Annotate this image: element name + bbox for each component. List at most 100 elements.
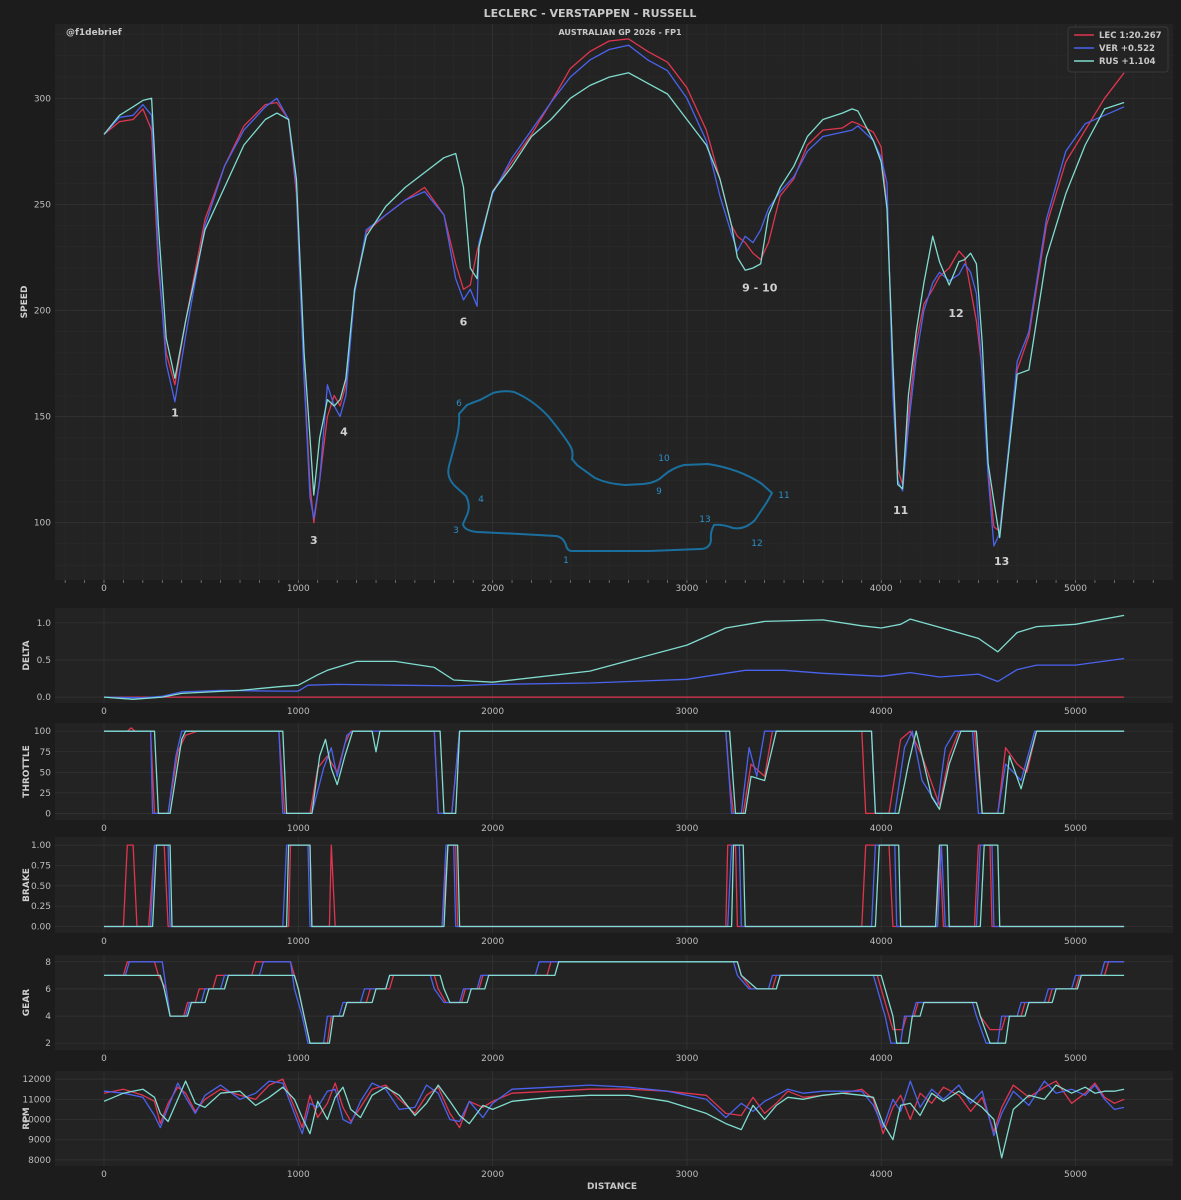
watermark-handle: @f1debrief (66, 28, 122, 38)
x-tick-label: 5000 (1064, 824, 1087, 834)
y-tick-label: 25 (40, 789, 51, 799)
gear-plot-area (55, 955, 1173, 1050)
x-tick-label: 0 (101, 584, 107, 594)
legend-label: VER +0.522 (1099, 44, 1155, 54)
x-tick-label: 5000 (1064, 1170, 1087, 1180)
y-tick-label: 300 (34, 94, 51, 104)
y-tick-label: 250 (34, 200, 51, 210)
y-tick-label: 100 (34, 727, 51, 737)
brake-plot-area (55, 837, 1173, 933)
y-tick-label: 8000 (28, 1156, 51, 1166)
y-tick-label: 0.25 (31, 902, 51, 912)
y-tick-label: 2 (45, 1039, 51, 1049)
y-tick-label: 11000 (22, 1095, 51, 1105)
delta-axis-label: DELTA (22, 640, 32, 670)
legend: LEC 1:20.267 VER +0.522 RUS +1.104 (1067, 26, 1169, 73)
speed-panel: 0 1000 2000 3000 4000 5000 100 150 200 250 300 SPEE… (20, 24, 1173, 594)
delta-plot-area (55, 608, 1173, 703)
y-tick-label: 150 (34, 413, 51, 423)
rpm-series-lec (103, 1078, 1125, 1135)
corner-label: 13 (994, 555, 1009, 568)
x-tick-label: 4000 (870, 824, 893, 834)
x-tick-label: 3000 (675, 1054, 698, 1064)
x-tick-label: 1000 (287, 1170, 310, 1180)
rpm-series-rus (103, 1080, 1125, 1159)
y-tick-label: 0.5 (37, 656, 51, 666)
speed-series-rus (103, 72, 1125, 539)
x-tick-label: 4000 (870, 937, 893, 947)
y-tick-label: 6 (45, 985, 51, 995)
gear-axis-label: GEAR (22, 989, 32, 1017)
x-tick-label: 4000 (870, 584, 893, 594)
y-tick-label: 0.0 (37, 693, 52, 703)
rpm-axis-label: RPM (22, 1107, 32, 1130)
y-tick-label: 0.50 (31, 882, 51, 892)
x-tick-label: 2000 (481, 1054, 504, 1064)
x-tick-label: 5000 (1064, 1054, 1087, 1064)
track-map-turn-label: 4 (478, 495, 484, 505)
track-map-turn-label: 3 (453, 526, 459, 536)
x-tick-label: 3000 (675, 584, 698, 594)
x-tick-label: 0 (101, 1170, 107, 1180)
x-tick-label: 4000 (870, 1170, 893, 1180)
x-tick-label: 2000 (481, 824, 504, 834)
corner-label: 12 (948, 307, 963, 320)
track-map-turn-label: 13 (699, 515, 710, 525)
brake-series-rus (104, 844, 1125, 928)
y-tick-label: 8 (45, 958, 51, 968)
y-tick-label: 200 (34, 306, 51, 316)
delta-series (103, 614, 1125, 700)
x-tick-label: 2000 (481, 584, 504, 594)
x-tick-label: 2000 (481, 707, 504, 717)
y-tick-label: 75 (40, 748, 51, 758)
x-tick-label: 3000 (675, 937, 698, 947)
track-map-turn-label: 6 (456, 399, 462, 409)
throttle-plot-area (55, 723, 1173, 820)
y-tick-label: 1.0 (37, 619, 52, 629)
speed-series-ver (103, 44, 1125, 547)
x-tick-label: 3000 (675, 707, 698, 717)
corner-label: 11 (893, 504, 908, 517)
x-tick-label: 0 (101, 824, 107, 834)
x-tick-label: 4000 (870, 707, 893, 717)
figure-title: LECLERC - VERSTAPPEN - RUSSELL (484, 7, 697, 20)
x-tick-label: 1000 (287, 707, 310, 717)
speed-axis-label: SPEED (20, 286, 30, 319)
track-map-turn-label: 1 (563, 556, 569, 566)
rpm-series (103, 1078, 1125, 1159)
y-tick-label: 100 (34, 519, 51, 529)
speed-series (103, 38, 1125, 547)
track-outline (447, 390, 774, 552)
track-map-turn-label: 11 (778, 491, 789, 501)
rpm-plot-area (55, 1071, 1173, 1166)
corner-label: 1 (171, 407, 179, 420)
y-tick-label: 0.00 (31, 922, 51, 932)
x-tick-label: 0 (101, 707, 107, 717)
corner-label: 3 (310, 534, 318, 547)
gear-series (104, 961, 1125, 1044)
legend-label: LEC 1:20.267 (1099, 31, 1162, 41)
y-tick-label: 9000 (28, 1136, 51, 1146)
brake-series (104, 844, 1125, 928)
delta-panel: 0 1000 2000 3000 4000 5000 0.0 0.5 1.0 DELTA (22, 608, 1173, 717)
y-tick-label: 50 (40, 768, 52, 778)
throttle-series-rus (104, 730, 1125, 815)
chart-subtitle: AUSTRALIAN GP 2026 - FP1 (558, 28, 681, 37)
throttle-series (104, 727, 1125, 815)
corner-label: 6 (460, 315, 468, 328)
y-tick-label: 0 (45, 809, 51, 819)
y-tick-label: 1.00 (31, 841, 51, 851)
track-map-turn-label: 10 (658, 454, 670, 464)
track-map-turn-label: 12 (751, 539, 762, 549)
throttle-axis-label: THROTTLE (22, 745, 32, 798)
legend-label: RUS +1.104 (1099, 57, 1156, 67)
x-tick-label: 1000 (287, 1054, 310, 1064)
x-tick-label: 1000 (287, 937, 310, 947)
x-tick-label: 5000 (1064, 584, 1087, 594)
x-tick-label: 1000 (287, 584, 310, 594)
delta-series-rus (103, 614, 1125, 700)
rpm-series-ver (103, 1080, 1125, 1137)
